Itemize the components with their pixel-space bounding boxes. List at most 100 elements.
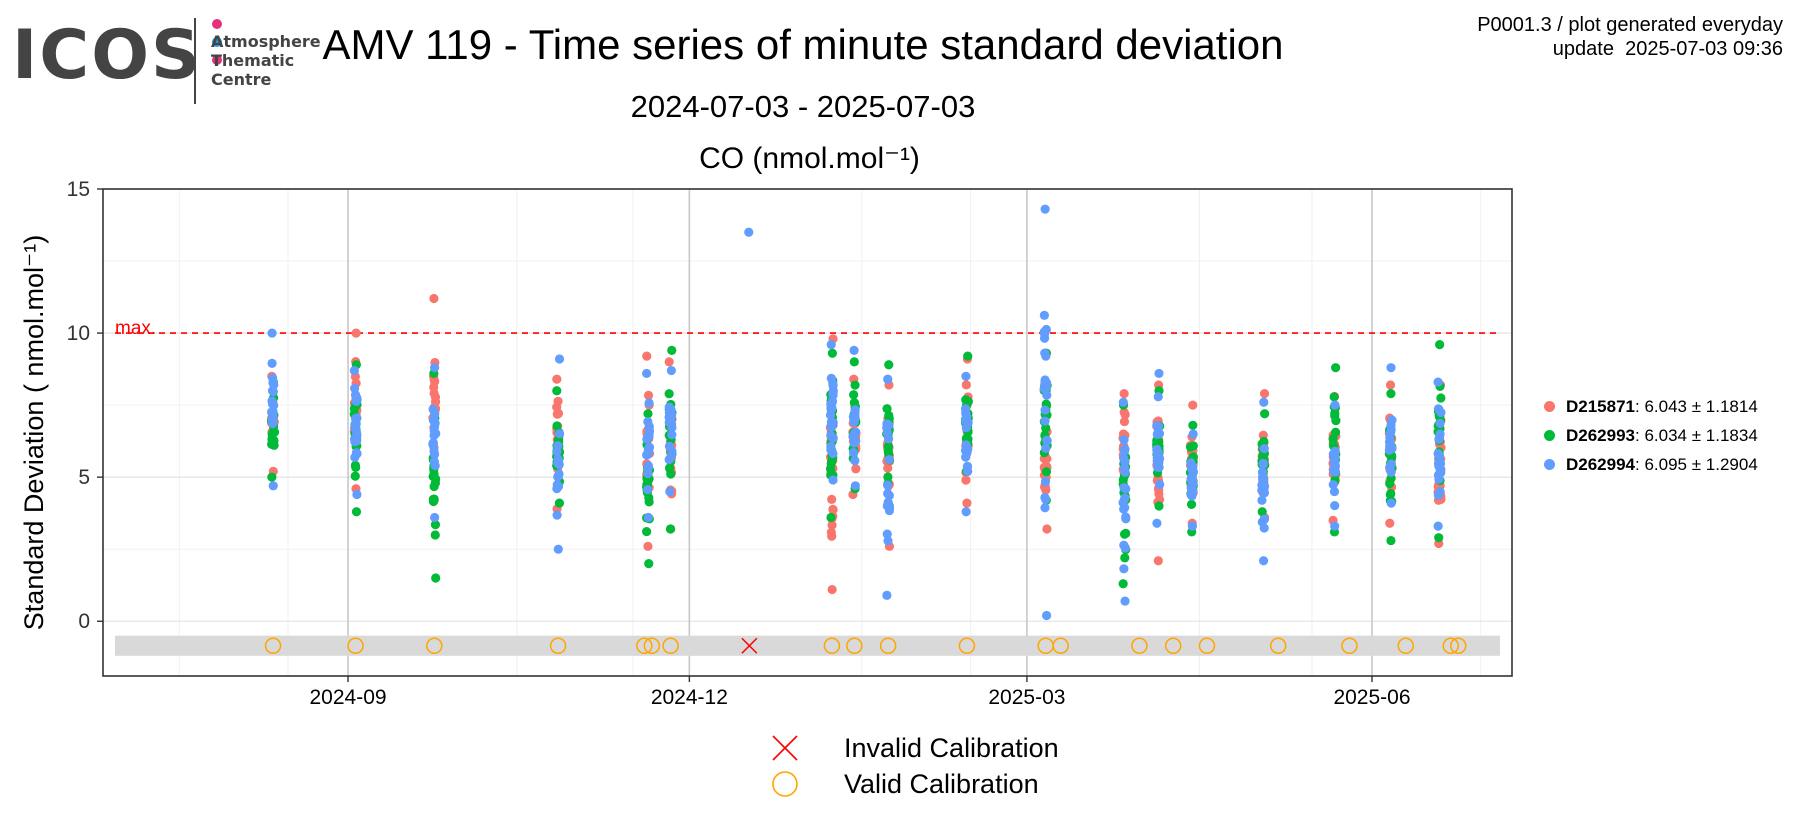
- plot-meta: P0001.3 / plot generated everyday update…: [1477, 13, 1783, 61]
- data-point: [962, 498, 972, 508]
- data-point: [1260, 409, 1270, 419]
- data-point: [351, 462, 361, 472]
- data-point: [1120, 543, 1131, 553]
- legend-series-name: D262994: [1566, 454, 1636, 474]
- data-point: [552, 480, 562, 490]
- data-point: [352, 489, 362, 500]
- data-point: [1040, 375, 1050, 385]
- valid-calibration-marker: [823, 637, 841, 654]
- data-point: [961, 507, 971, 517]
- logo-line: Atmosphere: [211, 32, 321, 51]
- data-point: [267, 386, 278, 396]
- data-point: [430, 478, 441, 488]
- data-point: [1039, 310, 1049, 320]
- data-point: [350, 452, 360, 463]
- data-point: [827, 520, 837, 530]
- data-point: [351, 328, 361, 338]
- data-point: [644, 559, 654, 569]
- data-point: [961, 371, 971, 381]
- data-point: [851, 464, 861, 474]
- data-point: [1119, 435, 1129, 445]
- data-point: [429, 293, 439, 304]
- data-point: [1118, 579, 1128, 589]
- data-point: [1331, 427, 1341, 437]
- data-point: [664, 455, 674, 465]
- valid-calibration-marker: [879, 637, 897, 654]
- data-point: [744, 227, 754, 237]
- data-point: [1040, 348, 1050, 358]
- data-point: [643, 417, 653, 427]
- data-point: [1434, 533, 1444, 543]
- data-point: [667, 345, 677, 355]
- legend-dot: [1544, 430, 1555, 441]
- data-point: [1187, 521, 1198, 531]
- data-point: [1041, 423, 1051, 433]
- data-point: [1386, 420, 1396, 430]
- data-point: [664, 441, 675, 451]
- logo-dot: [212, 19, 222, 29]
- data-point: [1331, 415, 1341, 426]
- data-point: [552, 374, 562, 384]
- data-point: [429, 446, 439, 456]
- data-point: [850, 456, 860, 466]
- data-point: [827, 584, 837, 595]
- page-title: AMV 119 - Time series of minute standard…: [0, 21, 1800, 68]
- data-point: [1188, 429, 1198, 439]
- legend-item: D262993: 6.034 ± 1.1834: [1540, 421, 1758, 450]
- data-point: [826, 340, 836, 350]
- data-point: [644, 497, 654, 507]
- data-point: [1188, 476, 1198, 486]
- data-point: [883, 374, 893, 384]
- data-point: [961, 440, 971, 450]
- valid-calibration-marker: [1164, 637, 1182, 654]
- data-point: [1185, 442, 1196, 452]
- data-point: [430, 418, 440, 428]
- data-point: [1386, 460, 1396, 470]
- invalid-calibration-marker: [772, 735, 798, 761]
- data-point: [1119, 446, 1130, 456]
- valid-calibration-marker: [549, 637, 567, 654]
- data-point: [1385, 518, 1395, 528]
- data-point: [643, 476, 653, 487]
- data-point: [849, 390, 859, 400]
- data-point: [1186, 489, 1196, 500]
- data-point: [1331, 363, 1341, 373]
- data-point: [1188, 400, 1198, 410]
- data-point: [1433, 404, 1444, 414]
- data-point: [430, 363, 440, 373]
- data-point: [1385, 489, 1395, 500]
- data-point: [553, 471, 564, 481]
- x-tick-label: 2025-03: [988, 686, 1065, 709]
- data-point: [1434, 434, 1444, 444]
- data-point: [1257, 517, 1267, 527]
- data-point: [554, 498, 565, 508]
- data-point: [1153, 556, 1163, 566]
- logo-line: Thematic: [211, 51, 295, 70]
- valid-calibration-marker: [643, 637, 661, 654]
- plot-panel: [103, 189, 1512, 676]
- data-point: [1042, 390, 1052, 400]
- data-point: [642, 351, 652, 361]
- data-point: [643, 461, 653, 471]
- data-point: [429, 426, 439, 436]
- legend-item: D215871: 6.043 ± 1.1814: [1540, 392, 1758, 421]
- data-point: [1120, 493, 1130, 503]
- data-point: [553, 544, 563, 554]
- logo-wordmark: ICOS: [12, 16, 202, 95]
- data-point: [1328, 480, 1338, 490]
- data-point: [827, 396, 838, 406]
- data-point: [1187, 464, 1198, 475]
- series-legend: D215871: 6.043 ± 1.1814 D262993: 6.034 ±…: [1540, 392, 1758, 479]
- data-point: [1119, 529, 1130, 539]
- data-point: [1119, 416, 1130, 427]
- data-point: [1259, 397, 1269, 407]
- x-tick-label: 2024-09: [310, 686, 387, 709]
- data-point: [1386, 467, 1396, 477]
- data-point: [1120, 503, 1130, 513]
- data-point: [849, 345, 859, 355]
- calibration-legend: Invalid Calibration Valid Calibration: [770, 730, 1059, 802]
- data-point: [1040, 405, 1050, 415]
- logo-divider: [194, 18, 196, 104]
- data-point: [963, 351, 973, 361]
- data-point: [1435, 453, 1445, 463]
